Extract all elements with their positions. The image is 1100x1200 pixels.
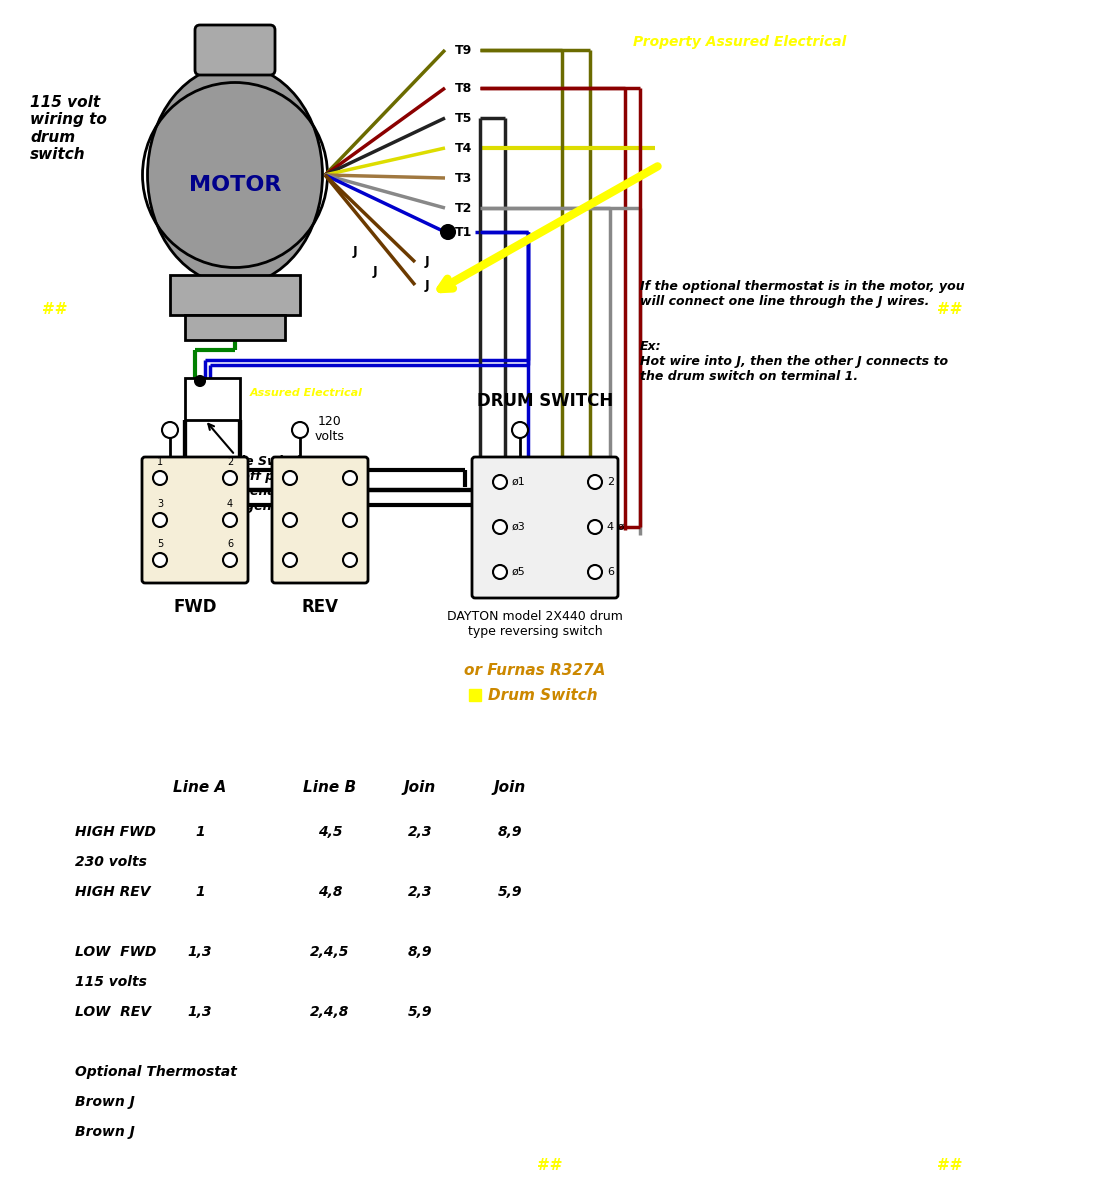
Text: 2,4,5: 2,4,5 xyxy=(310,946,350,959)
Circle shape xyxy=(493,520,507,534)
Circle shape xyxy=(588,520,602,534)
Circle shape xyxy=(283,553,297,566)
Text: 115 volts: 115 volts xyxy=(75,974,147,989)
Circle shape xyxy=(588,475,602,490)
Text: FWD: FWD xyxy=(174,598,217,616)
Text: 6: 6 xyxy=(607,566,614,577)
Text: 2: 2 xyxy=(607,476,614,487)
Text: Assured Electrical: Assured Electrical xyxy=(250,388,363,398)
Text: DAYTON model 2X440 drum
type reversing switch: DAYTON model 2X440 drum type reversing s… xyxy=(447,610,623,638)
Circle shape xyxy=(493,565,507,578)
Text: ##: ## xyxy=(537,1158,563,1172)
Text: ø1: ø1 xyxy=(512,476,526,487)
Text: ##: ## xyxy=(937,1158,962,1172)
Text: Brown J: Brown J xyxy=(75,1094,134,1109)
Circle shape xyxy=(153,514,167,527)
Circle shape xyxy=(493,475,507,490)
FancyBboxPatch shape xyxy=(195,25,275,74)
Bar xyxy=(185,314,285,340)
Circle shape xyxy=(343,553,358,566)
Text: Drum Switch: Drum Switch xyxy=(488,688,597,702)
Text: T1: T1 xyxy=(455,226,472,239)
Text: ##: ## xyxy=(937,302,962,318)
Circle shape xyxy=(441,226,455,239)
Bar xyxy=(170,275,300,314)
Text: REV: REV xyxy=(301,598,339,616)
Circle shape xyxy=(153,553,167,566)
Text: 5,9: 5,9 xyxy=(497,886,522,899)
Text: 8,9: 8,9 xyxy=(408,946,432,959)
Circle shape xyxy=(343,470,358,485)
Text: 5,9: 5,9 xyxy=(408,1006,432,1019)
Text: 6: 6 xyxy=(227,539,233,550)
Text: Line A: Line A xyxy=(174,780,227,794)
Text: Join: Join xyxy=(404,780,436,794)
Text: 2,3: 2,3 xyxy=(408,886,432,899)
Text: Brown J: Brown J xyxy=(75,1126,134,1139)
Text: T5: T5 xyxy=(455,112,472,125)
Text: ø3: ø3 xyxy=(512,522,526,532)
Circle shape xyxy=(162,422,178,438)
Text: LOW  REV: LOW REV xyxy=(75,1006,151,1019)
Text: Line B: Line B xyxy=(304,780,356,794)
Text: 4: 4 xyxy=(227,499,233,509)
Text: 1,3: 1,3 xyxy=(188,1006,212,1019)
Text: T3: T3 xyxy=(455,172,472,185)
Text: T8: T8 xyxy=(455,82,472,95)
Text: 115 volt
wiring to
drum
switch: 115 volt wiring to drum switch xyxy=(30,95,107,162)
Text: 3: 3 xyxy=(157,499,163,509)
Text: 2,3: 2,3 xyxy=(408,826,432,839)
Text: T9: T9 xyxy=(455,43,472,56)
Circle shape xyxy=(283,514,297,527)
Text: ø5: ø5 xyxy=(512,566,526,577)
Text: J: J xyxy=(353,246,358,258)
Circle shape xyxy=(153,470,167,485)
Text: T2: T2 xyxy=(455,202,472,215)
Ellipse shape xyxy=(147,65,322,284)
FancyBboxPatch shape xyxy=(472,457,618,598)
Text: 5: 5 xyxy=(157,539,163,550)
Text: 1: 1 xyxy=(195,886,205,899)
FancyBboxPatch shape xyxy=(142,457,248,583)
Text: T4: T4 xyxy=(455,142,472,155)
Text: MOTOR: MOTOR xyxy=(189,175,282,194)
Circle shape xyxy=(588,565,602,578)
Text: ##: ## xyxy=(42,302,68,318)
Circle shape xyxy=(292,422,308,438)
Text: HIGH FWD: HIGH FWD xyxy=(75,826,156,839)
Text: J: J xyxy=(425,278,430,292)
Circle shape xyxy=(512,422,528,438)
FancyBboxPatch shape xyxy=(272,457,368,583)
Circle shape xyxy=(343,514,358,527)
Text: LOW  FWD: LOW FWD xyxy=(75,946,156,959)
Text: 2,4,8: 2,4,8 xyxy=(310,1006,350,1019)
Text: 1,3: 1,3 xyxy=(188,946,212,959)
Text: DRUM SWITCH: DRUM SWITCH xyxy=(477,392,613,410)
Text: 4,5: 4,5 xyxy=(318,826,342,839)
Text: 120
volts: 120 volts xyxy=(315,415,345,443)
Circle shape xyxy=(283,470,297,485)
Circle shape xyxy=(223,470,236,485)
Text: 230 volts: 230 volts xyxy=(75,854,147,869)
Circle shape xyxy=(195,376,205,386)
Text: 1: 1 xyxy=(195,826,205,839)
Text: Join: Join xyxy=(494,780,526,794)
Text: Optional Thermostat: Optional Thermostat xyxy=(75,1066,236,1079)
Text: 2 Pole Switch to
shutoff power for
Maintenance or
Emergency: 2 Pole Switch to shutoff power for Maint… xyxy=(210,455,333,514)
Text: 4,8: 4,8 xyxy=(318,886,342,899)
Text: If the optional thermostat is in the motor, you
will connect one line through th: If the optional thermostat is in the mot… xyxy=(640,280,965,308)
Text: or Furnas R327A: or Furnas R327A xyxy=(464,662,606,678)
Text: Property Assured Electrical: Property Assured Electrical xyxy=(634,35,847,49)
Text: J: J xyxy=(425,256,430,269)
Bar xyxy=(185,378,240,420)
Text: HIGH REV: HIGH REV xyxy=(75,886,151,899)
Circle shape xyxy=(223,553,236,566)
Text: 4 ø: 4 ø xyxy=(607,522,625,532)
Text: Ex:
Hot wire into J, then the other J connects to
the drum switch on terminal 1.: Ex: Hot wire into J, then the other J co… xyxy=(640,340,948,383)
Text: 1: 1 xyxy=(157,457,163,467)
Circle shape xyxy=(223,514,236,527)
Text: J: J xyxy=(373,265,377,278)
Text: 8,9: 8,9 xyxy=(497,826,522,839)
Text: 2: 2 xyxy=(227,457,233,467)
